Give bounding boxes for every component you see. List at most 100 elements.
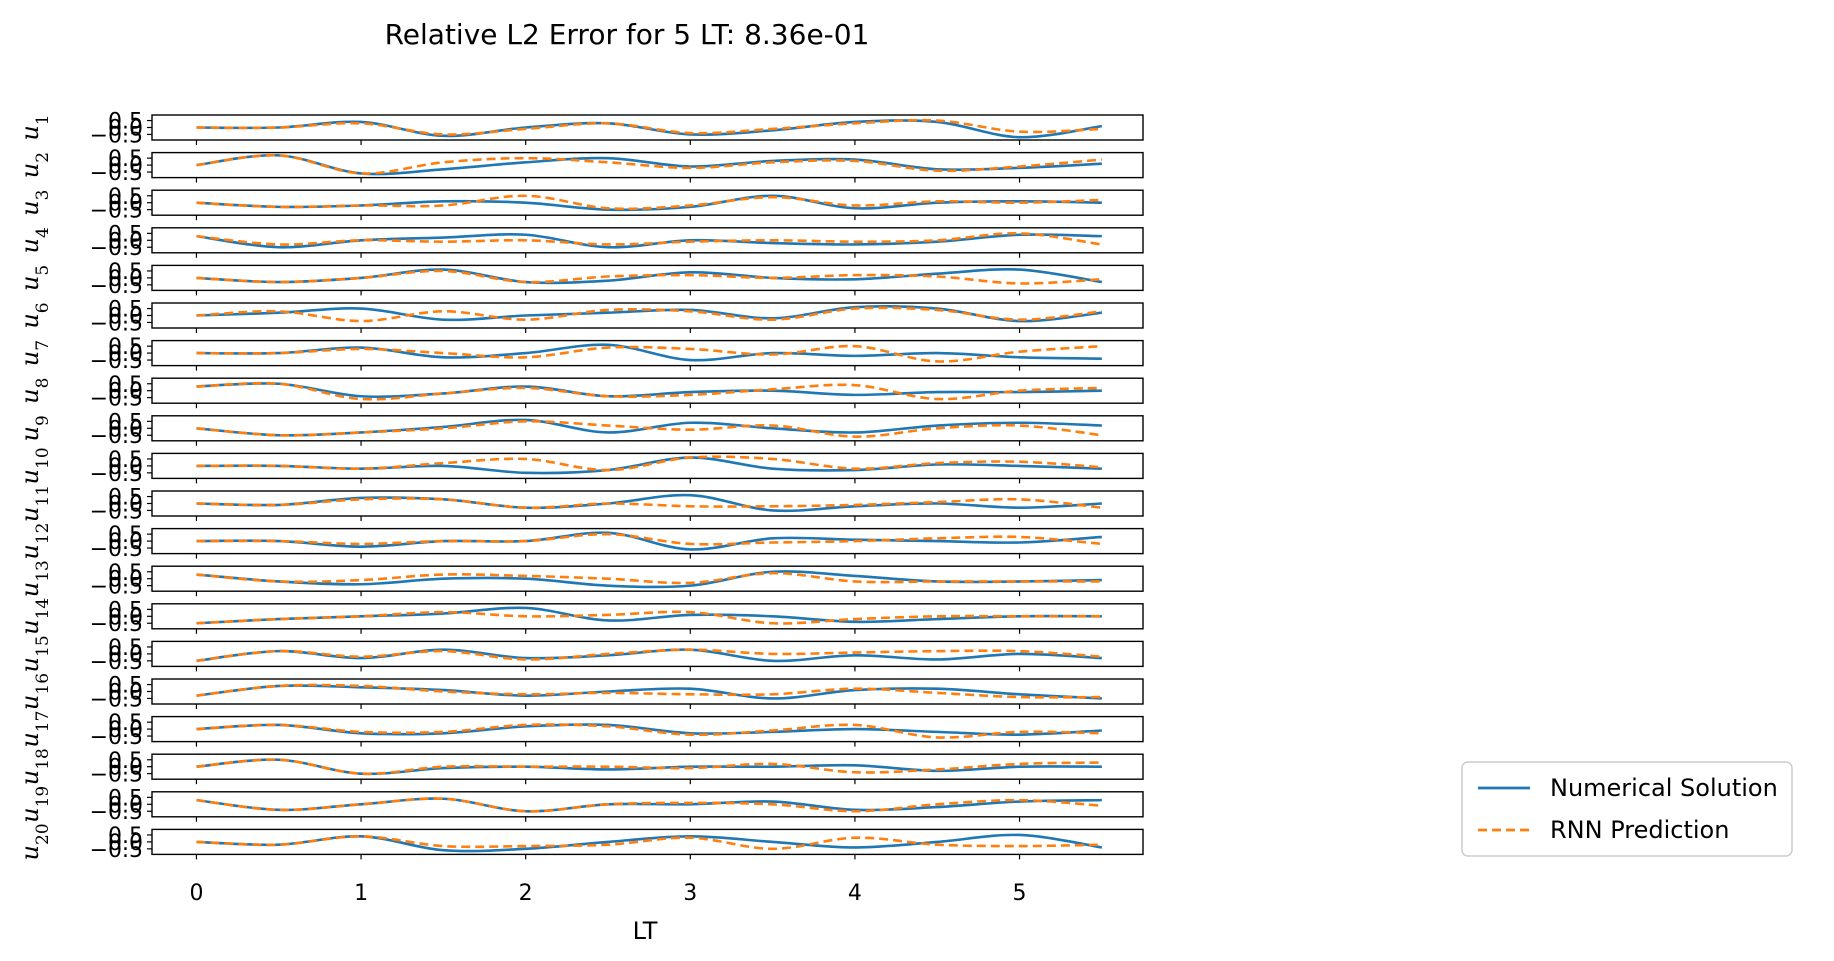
subplot-1: 0.50.0−0.5 u1 bbox=[16, 110, 1144, 148]
y-tick-label: 0.0 bbox=[108, 530, 143, 555]
row-label-12: u12 bbox=[16, 523, 53, 560]
row-label-15: u15 bbox=[16, 635, 53, 672]
subplot-frame bbox=[151, 640, 1144, 668]
x-axis-label: LT bbox=[633, 917, 658, 945]
rnn-prediction-line-4 bbox=[196, 232, 1103, 246]
legend-entry: RNN Prediction bbox=[1550, 816, 1729, 844]
rnn-prediction-line-2 bbox=[196, 153, 1102, 175]
rnn-prediction-line-8 bbox=[196, 381, 1102, 401]
y-tick-label: 0.5 bbox=[108, 674, 143, 699]
subplot-15: 0.50.0−0.5 u15 bbox=[16, 635, 1144, 675]
y-tick-label: −0.5 bbox=[90, 612, 143, 637]
row-label-17: u17 bbox=[16, 711, 53, 748]
y-tick-label: 0.5 bbox=[108, 523, 143, 548]
y-tick-label: 0.0 bbox=[108, 756, 143, 781]
rnn-prediction-line-12 bbox=[196, 532, 1102, 546]
y-tick-label: −0.5 bbox=[90, 387, 143, 412]
y-tick-label: −0.5 bbox=[90, 349, 143, 374]
y-tick-label: 0.5 bbox=[108, 373, 143, 398]
subplot-14: 0.50.0−0.5 u14 bbox=[16, 598, 1144, 637]
y-tick-label: 0.5 bbox=[108, 110, 143, 135]
y-tick-label: −0.5 bbox=[90, 537, 143, 562]
rnn-prediction-line-15 bbox=[196, 648, 1102, 663]
y-tick-label: 0.5 bbox=[108, 711, 143, 736]
numerical-solution-line-16 bbox=[196, 684, 1102, 700]
rnn-prediction-line-3 bbox=[196, 194, 1102, 211]
subplot-9: 0.50.0−0.5 u9 bbox=[16, 410, 1144, 449]
legend-frame bbox=[1461, 761, 1793, 857]
numerical-solution-line-8 bbox=[196, 382, 1102, 399]
row-label-14: u14 bbox=[16, 598, 53, 635]
numerical-solution-line-13 bbox=[196, 570, 1102, 589]
row-label-4: u4 bbox=[16, 227, 53, 253]
subplot-5: 0.50.0−0.5 u5 bbox=[16, 260, 1144, 299]
x-axis: 0 1 2 3 4 5 bbox=[189, 881, 1026, 906]
x-tick-label: 1 bbox=[354, 881, 368, 906]
y-tick-label: −0.5 bbox=[90, 650, 143, 675]
y-tick-label: 0.0 bbox=[108, 831, 143, 856]
y-tick-label: 0.5 bbox=[108, 486, 143, 511]
y-tick-label: 0.0 bbox=[108, 380, 143, 405]
subplot-6: 0.50.0−0.5 u6 bbox=[16, 298, 1144, 336]
y-tick-label: 0.5 bbox=[108, 147, 143, 172]
y-tick-label: 0.5 bbox=[108, 298, 143, 323]
numerical-solution-line-19 bbox=[196, 797, 1102, 813]
row-label-7: u7 bbox=[16, 340, 53, 366]
rnn-prediction-line-5 bbox=[196, 269, 1102, 285]
y-tick-label: −0.5 bbox=[90, 499, 143, 524]
subplot-12: 0.50.0−0.5 u12 bbox=[16, 523, 1144, 562]
subplot-stack: 0.50.0−0.5u10.50.0−0.5u20.50.0−0.5u30.50… bbox=[16, 110, 1144, 863]
subplot-20: 0.50.0−0.5 u20 bbox=[16, 823, 1144, 863]
y-tick-label: −0.5 bbox=[90, 161, 143, 186]
numerical-solution-line-11 bbox=[196, 493, 1102, 513]
subplot-13: 0.50.0−0.5 u13 bbox=[16, 560, 1144, 600]
y-tick-label: 0.0 bbox=[108, 605, 143, 630]
y-tick-label: 0.0 bbox=[108, 681, 143, 706]
y-tick-label: −0.5 bbox=[90, 311, 143, 336]
y-tick-label: 0.0 bbox=[108, 117, 143, 142]
y-tick-label: 0.0 bbox=[108, 793, 143, 818]
y-tick-label: 0.5 bbox=[108, 448, 143, 473]
y-tick-label: 0.5 bbox=[108, 598, 143, 623]
numerical-solution-line-12 bbox=[196, 531, 1102, 551]
row-label-2: u2 bbox=[16, 152, 53, 178]
rnn-prediction-line-16 bbox=[196, 683, 1102, 699]
row-label-6: u6 bbox=[16, 302, 53, 328]
y-tick-label: −0.5 bbox=[90, 763, 143, 788]
subplot-2: 0.50.0−0.5 u2 bbox=[16, 147, 1144, 186]
y-tick-label: −0.5 bbox=[90, 199, 143, 224]
y-tick-label: −0.5 bbox=[90, 424, 143, 449]
row-label-8: u8 bbox=[16, 378, 53, 404]
y-tick-label: −0.5 bbox=[90, 687, 143, 712]
rnn-prediction-line-18 bbox=[196, 758, 1102, 776]
y-tick-label: 0.5 bbox=[108, 335, 143, 360]
row-label-13: u13 bbox=[16, 560, 53, 597]
y-tick-label: −0.5 bbox=[90, 800, 143, 825]
numerical-solution-line-20 bbox=[196, 833, 1103, 853]
y-tick-label: −0.5 bbox=[90, 575, 143, 600]
y-tick-label: 0.5 bbox=[108, 749, 143, 774]
y-tick-label: 0.5 bbox=[108, 636, 143, 661]
y-tick-label: 0.0 bbox=[108, 154, 143, 179]
row-label-20: u20 bbox=[16, 823, 53, 860]
y-tick-label: 0.0 bbox=[108, 229, 143, 254]
y-tick-label: 0.0 bbox=[108, 643, 143, 668]
row-label-10: u10 bbox=[16, 447, 53, 484]
subplot-4: 0.50.0−0.5 u4 bbox=[16, 222, 1144, 261]
row-label-3: u3 bbox=[16, 190, 53, 216]
y-tick-label: 0.0 bbox=[108, 568, 143, 593]
y-tick-label: −0.5 bbox=[90, 725, 143, 750]
subplot-11: 0.50.0−0.5 u11 bbox=[16, 485, 1144, 524]
y-tick-label: −0.5 bbox=[90, 274, 143, 299]
subplot-8: 0.50.0−0.5 u8 bbox=[16, 373, 1144, 412]
y-tick-label: 0.0 bbox=[108, 267, 143, 292]
y-tick-label: 0.5 bbox=[108, 561, 143, 586]
y-tick-label: 0.5 bbox=[108, 786, 143, 811]
y-tick-label: 0.0 bbox=[108, 342, 143, 367]
subplot-18: 0.50.0−0.5 u18 bbox=[16, 748, 1144, 788]
subplot-16: 0.50.0−0.5 u16 bbox=[16, 673, 1144, 712]
row-label-19: u19 bbox=[16, 786, 53, 823]
x-tick-label: 4 bbox=[848, 881, 862, 906]
subplot-7: 0.50.0−0.5 u7 bbox=[16, 335, 1144, 374]
